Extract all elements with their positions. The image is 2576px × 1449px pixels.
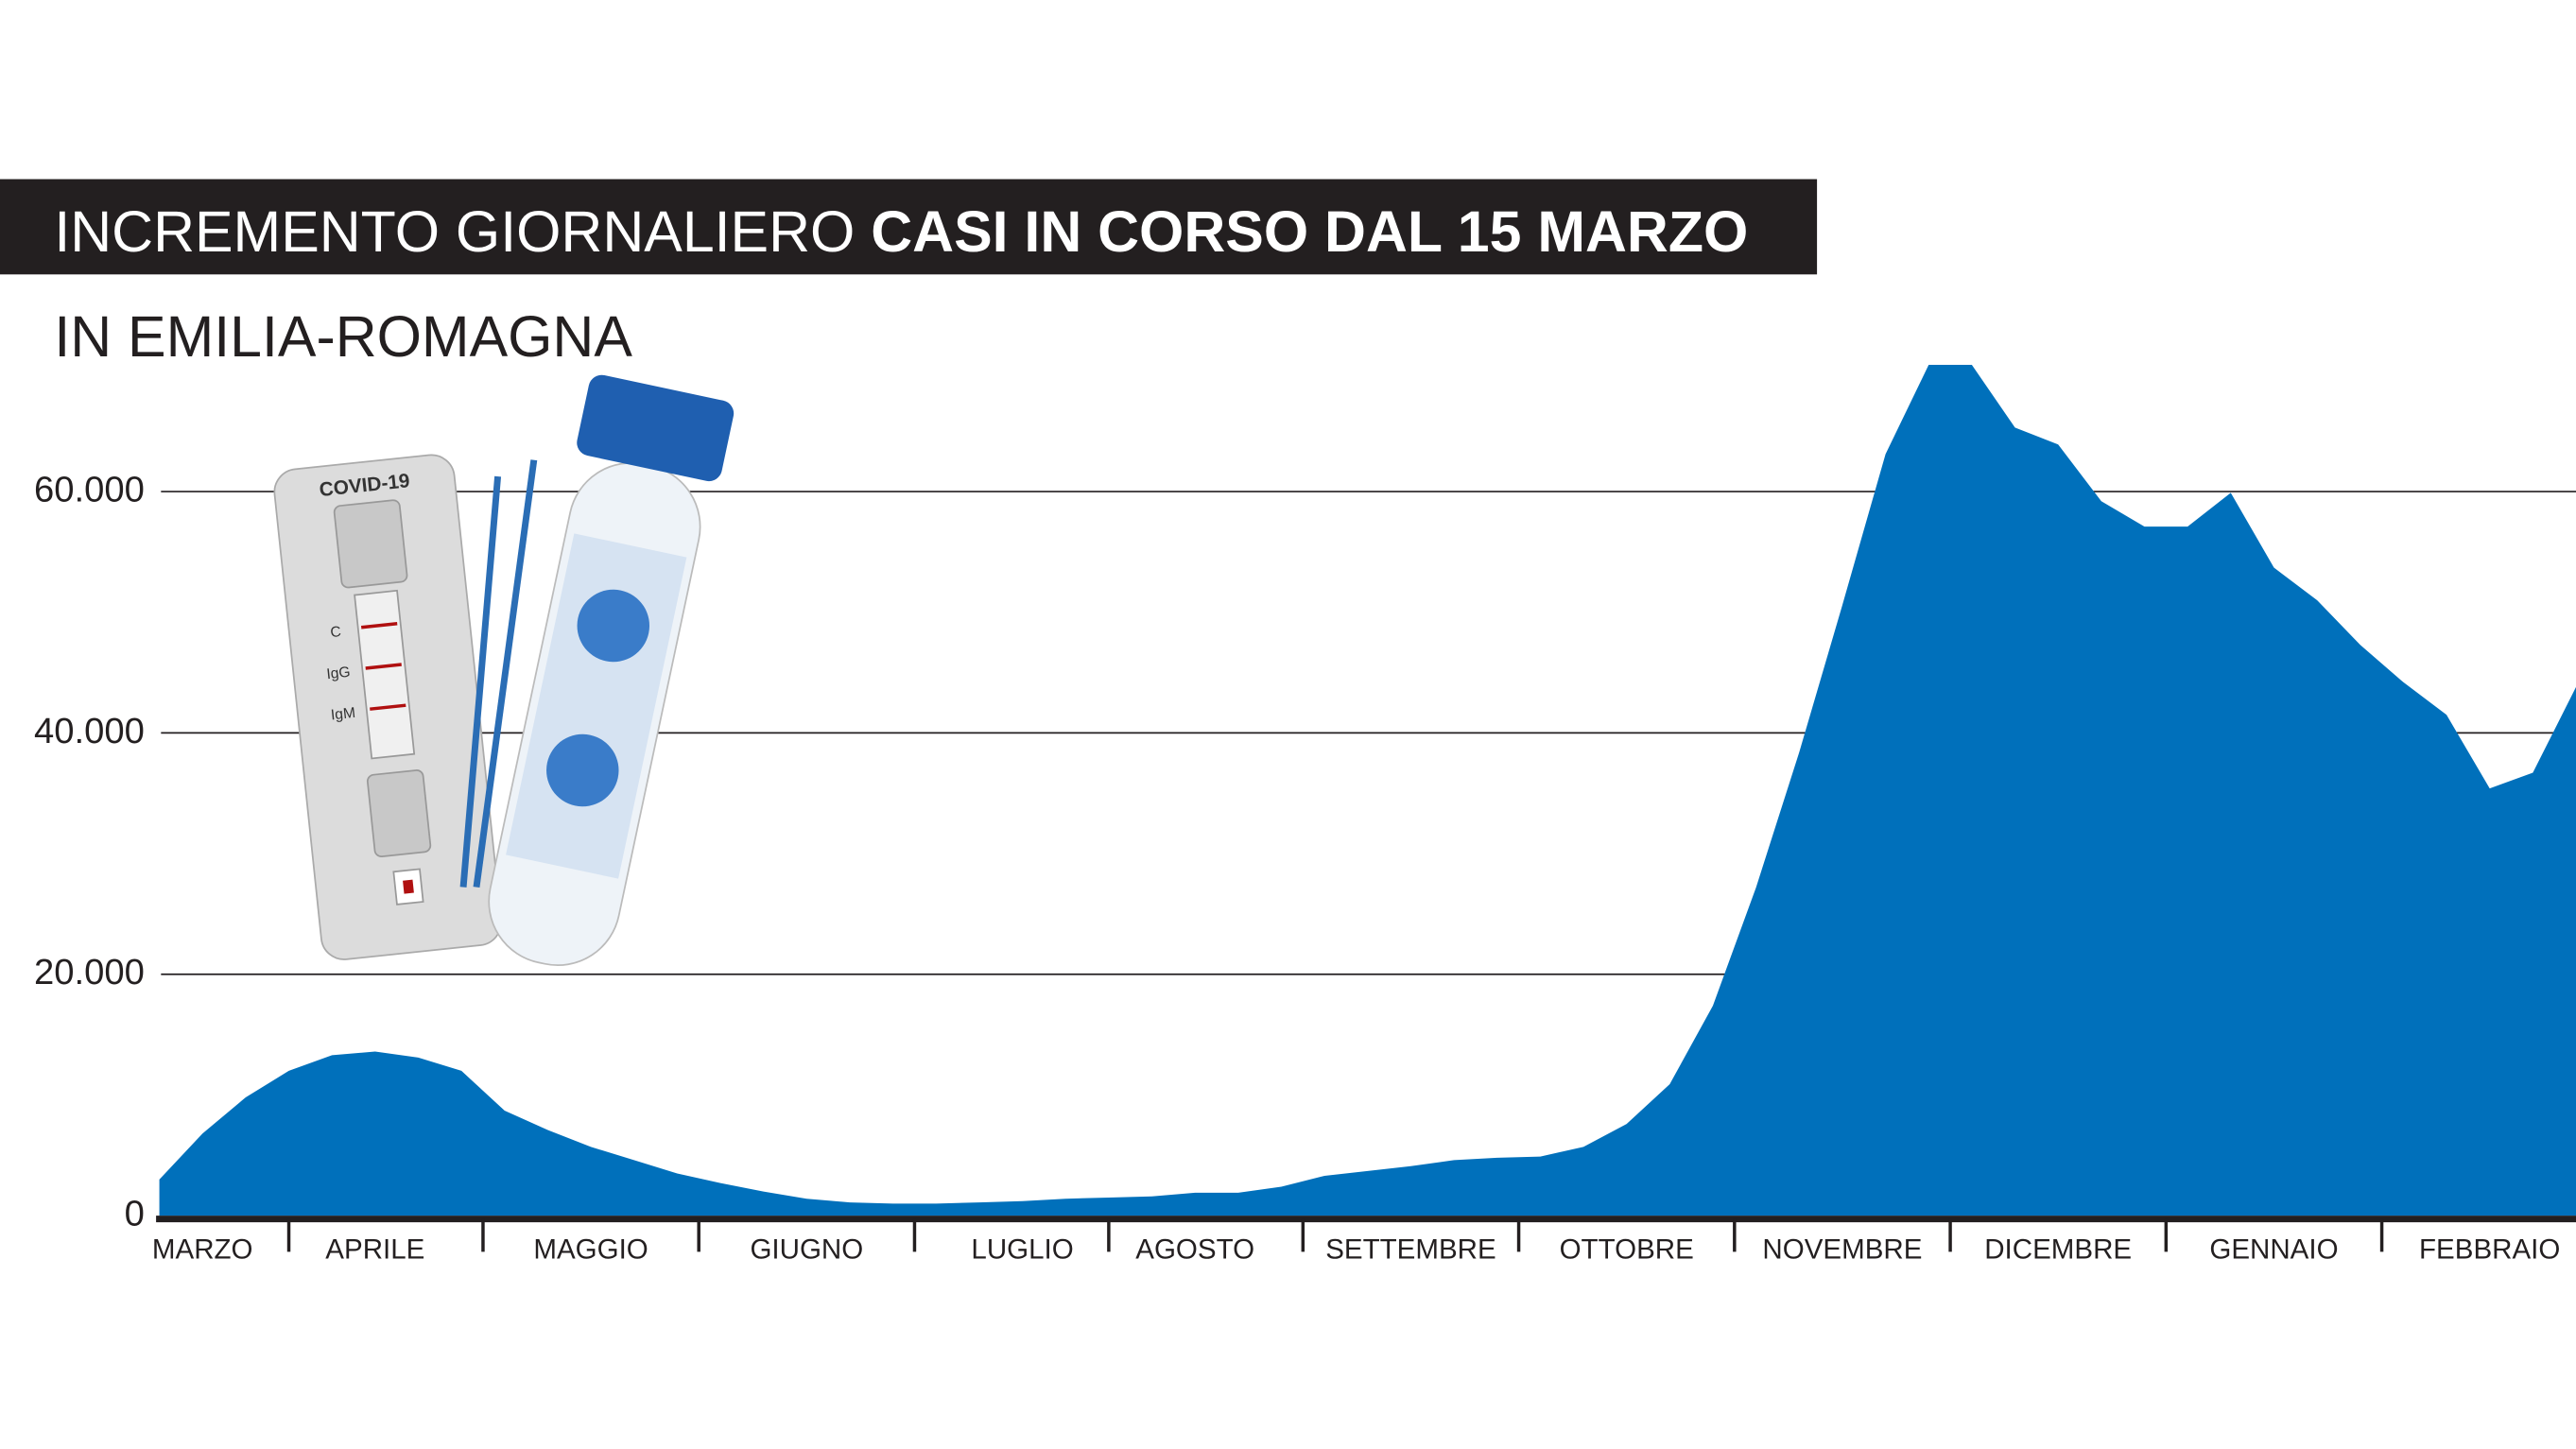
title-regular: INCREMENTO GIORNALIERO bbox=[54, 199, 855, 264]
title-bold: CASI IN CORSO DAL 15 MARZO bbox=[871, 199, 1748, 264]
x-tick-label: NOVEMBRE bbox=[1762, 1233, 1922, 1265]
chart-title: INCREMENTO GIORNALIERO CASI IN CORSO DAL… bbox=[54, 199, 1748, 264]
x-tick-label: GENNAIO bbox=[2209, 1233, 2338, 1265]
tube bbox=[488, 374, 735, 967]
x-tick-label: MAGGIO bbox=[533, 1233, 648, 1265]
y-tick-label: 60.000 bbox=[34, 469, 145, 509]
kit-line-label: C bbox=[330, 624, 342, 641]
x-tick-label: MARZO bbox=[152, 1233, 253, 1265]
kit-line-label: IgM bbox=[330, 705, 356, 724]
title-bar bbox=[0, 179, 1818, 275]
illustration: COVID-19 C IgG IgM bbox=[273, 374, 735, 967]
x-tick-label: GIUGNO bbox=[750, 1233, 863, 1265]
y-tick-label: 20.000 bbox=[34, 952, 145, 992]
kit-line bbox=[370, 703, 406, 711]
virus bbox=[577, 589, 650, 663]
chart-subtitle: IN EMILIA-ROMAGNA bbox=[54, 304, 632, 369]
y-tick-label: 0 bbox=[125, 1194, 145, 1234]
x-tick-label: AGOSTO bbox=[1135, 1233, 1254, 1265]
kit-window bbox=[354, 589, 416, 760]
kit-grip bbox=[366, 769, 432, 858]
tube-cap bbox=[577, 374, 735, 482]
kit-line bbox=[360, 622, 398, 630]
x-tick-label: DICEMBRE bbox=[1984, 1233, 2132, 1265]
kit-drop bbox=[403, 879, 414, 894]
y-tick-label: 40.000 bbox=[34, 711, 145, 751]
kit-line-label: IgG bbox=[326, 664, 352, 683]
x-tick-label: SETTEMBRE bbox=[1325, 1233, 1496, 1265]
swab bbox=[473, 459, 538, 888]
swab bbox=[459, 475, 502, 888]
kit-line bbox=[365, 663, 402, 670]
kit-well bbox=[333, 499, 408, 589]
x-tick-label: FEBBRAIO bbox=[2419, 1233, 2560, 1265]
x-tick-label: LUGLIO bbox=[971, 1233, 1073, 1265]
test-kit: COVID-19 C IgG IgM bbox=[273, 454, 503, 960]
plot: 0 20.000 40.000 60.000 MARZO APRILE MAGGIO GIUG… bbox=[34, 365, 2576, 1265]
x-tick-label: OTTOBRE bbox=[1560, 1233, 1694, 1265]
virus bbox=[546, 733, 619, 807]
x-tick-label: APRILE bbox=[325, 1233, 424, 1265]
area bbox=[159, 365, 2576, 1216]
